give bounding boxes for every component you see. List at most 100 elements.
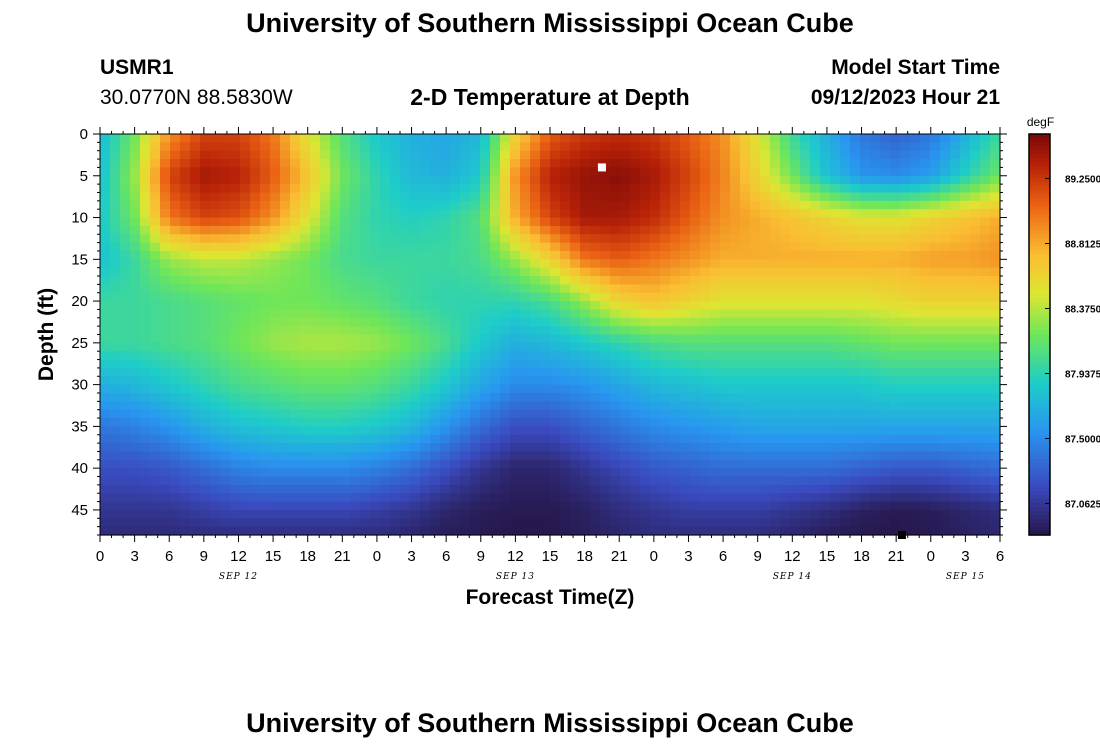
heatmap-cell (110, 418, 121, 427)
heatmap-cell (100, 359, 111, 369)
heatmap-cell (190, 434, 201, 444)
heatmap-cell (210, 509, 221, 519)
heatmap-cell (950, 468, 961, 478)
heatmap-cell (800, 434, 811, 444)
heatmap-cell (490, 150, 501, 160)
heatmap-cell (280, 401, 291, 411)
heatmap-cell (740, 259, 751, 269)
heatmap-cell (300, 317, 311, 327)
heatmap-cell (410, 292, 421, 302)
heatmap-cell (960, 384, 971, 394)
heatmap-cell (320, 351, 331, 361)
heatmap-cell (470, 451, 481, 461)
heatmap-cell (270, 468, 281, 478)
heatmap-cell (960, 309, 971, 319)
heatmap-cell (960, 509, 971, 519)
heatmap-cell (420, 301, 431, 311)
heatmap-cell (840, 317, 851, 327)
heatmap-cell (130, 434, 141, 444)
heatmap-cell (290, 376, 301, 386)
heatmap-cell (590, 426, 601, 436)
heatmap-cell (130, 518, 141, 528)
heatmap-cell (360, 225, 371, 235)
heatmap-cell (490, 301, 501, 311)
heatmap-cell (800, 150, 811, 160)
heatmap-cell (250, 217, 261, 227)
heatmap-cell (400, 284, 411, 294)
heatmap-cell (270, 484, 281, 494)
heatmap-cell (760, 409, 771, 419)
heatmap-cell (320, 376, 331, 386)
heatmap-cell (920, 351, 931, 361)
heatmap-cell (850, 526, 861, 536)
heatmap-cell (230, 267, 241, 277)
heatmap-cell (140, 134, 151, 143)
heatmap-cell (380, 309, 391, 319)
heatmap-cell (980, 401, 991, 411)
heatmap-cell (100, 159, 111, 169)
heatmap-cell (430, 484, 441, 494)
heatmap-cell (550, 451, 561, 461)
heatmap-cell (480, 326, 491, 336)
heatmap-cell (550, 409, 561, 419)
heatmap-cell (950, 326, 961, 336)
heatmap-cell (660, 493, 671, 503)
heatmap-cell (440, 451, 451, 461)
heatmap-cell (170, 359, 181, 369)
heatmap-cell (370, 150, 381, 160)
heatmap-cell (150, 484, 161, 494)
heatmap-cell (780, 326, 791, 336)
heatmap-cell (510, 468, 521, 478)
heatmap-cell (350, 167, 361, 177)
heatmap-cell (130, 317, 141, 327)
heatmap-cell (170, 192, 181, 202)
heatmap-cell (610, 518, 621, 528)
heatmap-cell (330, 276, 341, 285)
heatmap-cell (550, 242, 561, 252)
heatmap-cell (370, 242, 381, 252)
heatmap-cell (870, 200, 881, 210)
heatmap-cell (720, 292, 731, 302)
heatmap-cell (490, 267, 501, 277)
heatmap-cell (200, 351, 211, 361)
heatmap-cell (420, 443, 431, 453)
heatmap-cell (960, 134, 971, 143)
heatmap-cell (100, 259, 111, 269)
heatmap-cell (340, 459, 351, 469)
heatmap-cell (880, 175, 891, 185)
heatmap-cell (760, 159, 771, 169)
heatmap-cell (650, 443, 661, 453)
heatmap-cell (760, 217, 771, 227)
heatmap-cell (650, 376, 661, 386)
heatmap-cell (360, 200, 371, 210)
heatmap-cell (520, 142, 531, 152)
heatmap-cell (930, 392, 941, 402)
heatmap-cell (250, 250, 261, 260)
heatmap-cell (790, 493, 801, 503)
heatmap-cell (300, 167, 311, 177)
heatmap-cell (440, 242, 451, 252)
heatmap-cell (890, 384, 901, 394)
heatmap-cell (790, 459, 801, 469)
heatmap-cell (720, 518, 731, 528)
heatmap-cell (810, 468, 821, 478)
heatmap-cell (350, 184, 361, 194)
heatmap-cell (320, 284, 331, 294)
heatmap-cell (960, 142, 971, 152)
heatmap-cell (640, 409, 651, 419)
heatmap-cell (310, 301, 321, 311)
heatmap-cell (770, 242, 781, 252)
heatmap-cell (280, 184, 291, 194)
heatmap-cell (330, 451, 341, 461)
heatmap-cell (410, 351, 421, 361)
heatmap-cell (460, 234, 471, 244)
heatmap-cell (870, 468, 881, 478)
heatmap-cell (160, 217, 171, 227)
heatmap-cell (910, 451, 921, 461)
heatmap-cell (820, 384, 831, 394)
heatmap-cell (150, 351, 161, 361)
heatmap-cell (530, 309, 541, 319)
heatmap-cell (110, 392, 121, 402)
heatmap-cell (710, 409, 721, 419)
heatmap-cell (620, 367, 631, 377)
